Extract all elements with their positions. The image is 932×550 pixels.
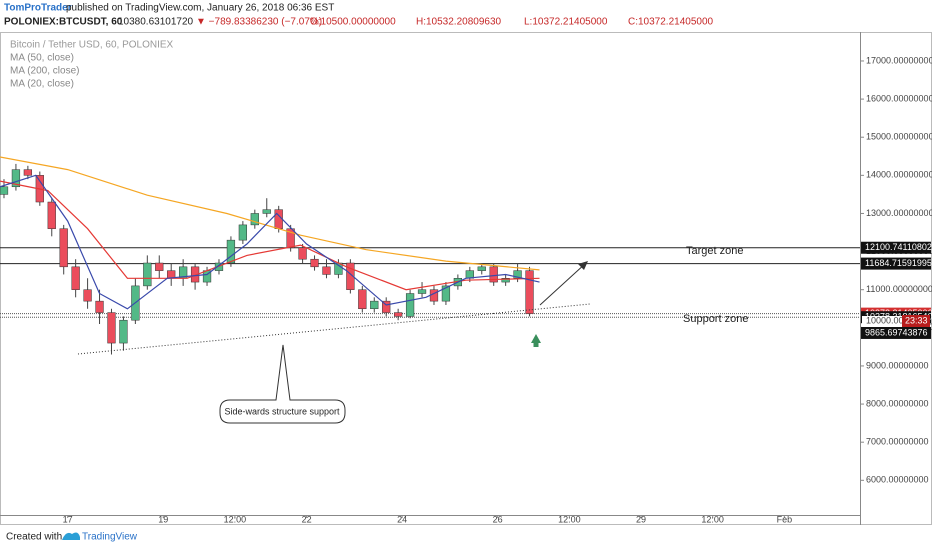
candle-body	[214, 262, 224, 271]
x-tick-label: 29	[636, 514, 646, 524]
candle-body	[250, 213, 259, 226]
candle-body	[370, 300, 379, 310]
footer-brand[interactable]: TradingView	[82, 532, 138, 543]
y-tick-label: 15000.00000000	[866, 132, 932, 142]
y-tick-label: 16000.00000000	[866, 93, 932, 103]
candle-body	[0, 186, 9, 195]
x-tick-label: 26	[493, 514, 503, 524]
y-tick-label: 13000.00000000	[866, 208, 932, 218]
countdown-box	[862, 316, 902, 327]
countdown-time: 23:33	[905, 315, 928, 325]
level-label: 12100.74110802	[865, 242, 932, 252]
change: ▼ −789.83386230 (−7.07%)	[196, 17, 322, 28]
candle-body	[226, 239, 236, 264]
x-tick-label: 19	[158, 514, 168, 524]
candle-body	[59, 228, 68, 268]
brand-logo	[62, 532, 80, 540]
candle-body	[190, 266, 200, 283]
countdown-time-box	[902, 315, 930, 327]
x-tick-label: 12:00	[224, 514, 247, 524]
level-label: 11684.71591995	[865, 258, 932, 268]
candle-body	[155, 262, 164, 271]
candle-body	[238, 224, 248, 241]
candle-body	[11, 169, 21, 188]
high: H:10532.20809630	[416, 17, 502, 28]
y-tick-label: 8000.00000000	[866, 398, 929, 408]
callout-box	[219, 344, 346, 424]
y-tick-label: 6000.00000000	[866, 475, 929, 485]
candle-body	[298, 247, 307, 260]
candle-body	[286, 228, 295, 249]
candle-body	[477, 266, 486, 271]
up-marker	[531, 334, 541, 347]
y-tick-label: 11000.00000000	[866, 284, 932, 294]
level-label-box	[861, 257, 931, 270]
candle-body	[95, 300, 104, 313]
candle-body	[394, 312, 403, 317]
y-tick-label: 7000.00000000	[866, 437, 929, 447]
publisher[interactable]: TomProTrader	[4, 3, 72, 14]
x-tick-label: 17	[63, 514, 73, 524]
low: L:10372.21405000	[524, 17, 608, 28]
candle-body	[358, 289, 367, 310]
level-label: 9865.69743876	[865, 327, 928, 337]
candle-body	[47, 201, 56, 229]
candle-body	[322, 266, 331, 275]
level-label-box	[861, 241, 931, 254]
footer-created: Created with	[6, 532, 62, 543]
y-tick-label: 17000.00000000	[866, 55, 932, 65]
moving-average	[0, 156, 540, 271]
x-tick-label: Feb	[777, 514, 793, 524]
candle-body	[489, 266, 498, 283]
legend-entry: MA (20, close)	[10, 79, 74, 90]
level-label-box	[861, 326, 931, 339]
arrow-head	[578, 261, 588, 270]
close: C:10372.21405000	[628, 17, 714, 28]
moving-average	[0, 174, 540, 310]
x-tick-label: 24	[397, 514, 407, 524]
candle-body	[107, 312, 116, 344]
candle-body	[23, 169, 33, 176]
callout-text: Side-wards structure support	[224, 406, 340, 416]
candle-body	[274, 209, 283, 229]
chart-title: Bitcoin / Tether USD, 60, POLONIEX	[10, 40, 174, 51]
candle-body	[143, 262, 152, 287]
countdown-price: 10000.0000	[866, 315, 914, 325]
y-tick-label: 14000.00000000	[866, 170, 932, 180]
symbol: POLONIEX:BTCUSDT, 60	[4, 17, 123, 28]
y-tick-label: 9000.00000000	[866, 360, 929, 370]
candle-body	[382, 300, 391, 313]
x-tick-label: 12:00	[558, 514, 581, 524]
x-tick-label: 12:00	[701, 514, 724, 524]
candle-body	[346, 262, 355, 290]
candle-body	[525, 270, 534, 314]
support-zone-label: Support zone	[683, 313, 748, 325]
published-text: published on TradingView.com, January 26…	[66, 3, 334, 14]
candle-body	[83, 289, 92, 302]
candle-body	[119, 319, 128, 344]
candle-body	[310, 258, 319, 268]
candle-body	[405, 293, 415, 317]
candle-body	[71, 266, 80, 290]
last-price: 10380.63101720	[118, 17, 194, 28]
candle-body	[262, 209, 271, 214]
target-zone-label: Target zone	[686, 245, 743, 257]
legend-entry: MA (200, close)	[10, 66, 79, 77]
candle-body	[441, 285, 451, 302]
moving-average	[0, 180, 540, 291]
open: O:10500.00000000	[310, 17, 396, 28]
x-tick-label: 22	[302, 514, 312, 524]
candle-body	[417, 289, 427, 294]
projection-arrow	[539, 262, 587, 306]
legend-entry: MA (50, close)	[10, 53, 74, 64]
candle-body	[501, 278, 510, 283]
footer	[0, 526, 932, 550]
